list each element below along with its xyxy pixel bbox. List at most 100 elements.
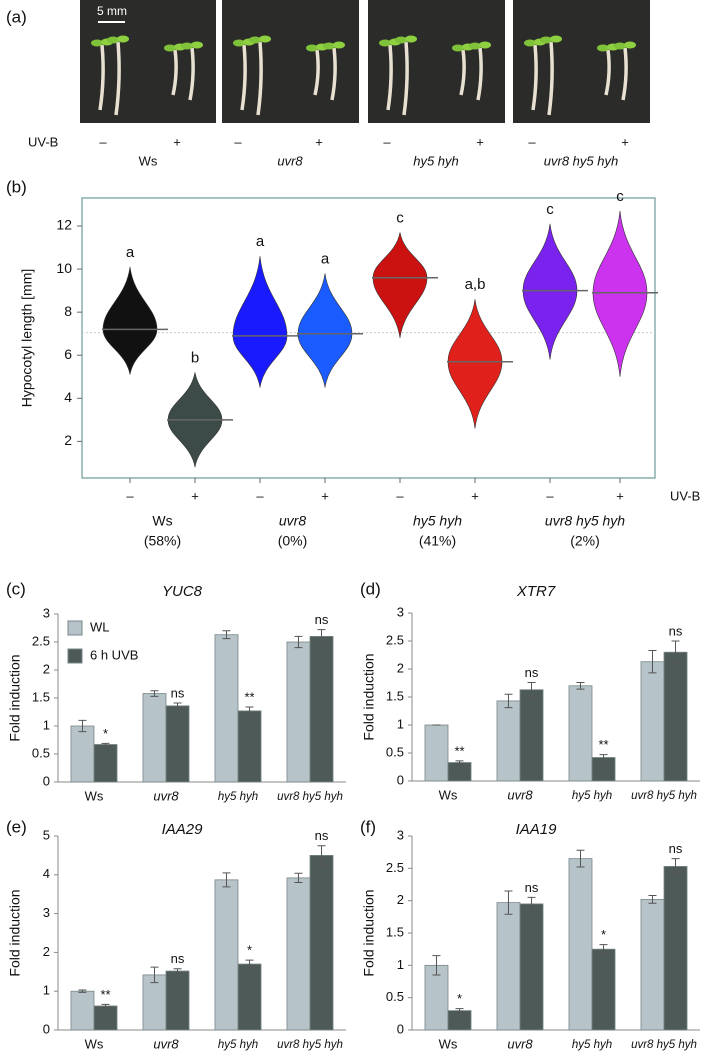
cotyledon bbox=[452, 44, 464, 52]
genotype-label: uvr8 hy5 hyh bbox=[544, 153, 618, 168]
violin bbox=[232, 256, 288, 388]
significance-label: ** bbox=[244, 689, 254, 704]
cotyledon bbox=[597, 44, 609, 52]
violin bbox=[102, 266, 158, 375]
panel-label: (d) bbox=[360, 579, 381, 598]
cotyledon bbox=[469, 42, 481, 50]
y-tick-label: 0 bbox=[397, 772, 404, 787]
error-bar bbox=[527, 681, 536, 698]
group-label: uvr8 bbox=[279, 513, 306, 529]
error-bar bbox=[245, 959, 254, 969]
y-tick-label: 0.5 bbox=[32, 745, 50, 760]
y-tick-label: 1 bbox=[397, 716, 404, 731]
error-bar bbox=[504, 890, 513, 915]
group-note: (0%) bbox=[278, 533, 308, 549]
x-tick-label: uvr8 bbox=[153, 788, 179, 803]
group-label: uvr8 hy5 hyh bbox=[545, 513, 625, 529]
significance-label: ns bbox=[171, 685, 185, 700]
bar bbox=[237, 710, 262, 783]
error-bar bbox=[504, 693, 513, 709]
x-tick-label: uvr8 hy5 hyh bbox=[631, 790, 697, 802]
seedling bbox=[476, 47, 483, 101]
bar bbox=[640, 898, 665, 1031]
cotyledon bbox=[233, 39, 245, 47]
y-tick-label: 1 bbox=[43, 983, 50, 998]
cotyledon bbox=[107, 36, 119, 44]
violin bbox=[447, 299, 503, 429]
y-tick-label: 1 bbox=[43, 717, 50, 732]
significance-label: ns bbox=[669, 623, 683, 638]
chart-title: XTR7 bbox=[516, 583, 556, 600]
y-tick-label: 0.5 bbox=[386, 989, 404, 1004]
panel-label: (c) bbox=[6, 579, 26, 598]
cotyledon bbox=[91, 39, 103, 47]
bar bbox=[214, 879, 239, 1031]
error-bar bbox=[648, 650, 657, 674]
seedling bbox=[240, 44, 247, 111]
significance-label: ns bbox=[669, 841, 683, 856]
significance-label: ** bbox=[454, 743, 464, 758]
error-bar bbox=[455, 760, 464, 765]
cotyledon bbox=[164, 44, 176, 52]
error-bar bbox=[576, 849, 585, 868]
cotyledon bbox=[191, 41, 203, 49]
bar bbox=[663, 651, 688, 782]
y-tick-label: 8 bbox=[64, 303, 72, 319]
x-tick-label: – bbox=[546, 488, 554, 503]
error-bar bbox=[648, 894, 657, 904]
error-bar bbox=[150, 690, 159, 697]
y-tick-label: 3 bbox=[397, 604, 404, 619]
y-axis-label: Fold induction bbox=[7, 654, 23, 741]
significance-letter: c bbox=[396, 209, 404, 226]
bar bbox=[591, 948, 616, 1031]
bar bbox=[519, 903, 544, 1031]
bar bbox=[424, 724, 449, 782]
error-bar bbox=[173, 702, 182, 710]
photos bbox=[80, 0, 650, 123]
seedling bbox=[313, 49, 320, 96]
x-axis-label: UV-B bbox=[670, 488, 700, 503]
x-tick-label: – bbox=[396, 488, 404, 503]
cotyledon bbox=[306, 44, 318, 52]
seedling bbox=[188, 47, 195, 101]
significance-label: * bbox=[601, 927, 606, 942]
error-bar bbox=[432, 955, 441, 976]
seedling bbox=[256, 41, 263, 116]
x-tick-label: Ws bbox=[439, 787, 458, 802]
cotyledon bbox=[540, 36, 552, 44]
cotyledon bbox=[550, 35, 562, 43]
cotyledon bbox=[395, 36, 407, 44]
y-axis-label: Hypocotyl length [mm] bbox=[19, 269, 35, 408]
significance-letter: a bbox=[126, 244, 135, 261]
y-tick-label: 3 bbox=[43, 605, 50, 620]
seedling bbox=[547, 41, 554, 116]
y-tick-label: 2.5 bbox=[386, 632, 404, 647]
significance-letter: a,b bbox=[465, 276, 486, 293]
violin bbox=[297, 273, 353, 388]
x-tick-label: hy5 hyh bbox=[218, 791, 258, 803]
treatment-label: + bbox=[173, 134, 181, 149]
y-tick-label: 2 bbox=[64, 432, 72, 448]
bar bbox=[142, 974, 167, 1031]
bar bbox=[70, 725, 95, 783]
error-bar bbox=[671, 858, 680, 875]
bar bbox=[93, 1005, 118, 1031]
group-label: Ws bbox=[152, 513, 172, 529]
chart-title: IAA29 bbox=[162, 821, 204, 838]
legend-label: 6 h UVB bbox=[90, 647, 138, 662]
y-tick-label: 4 bbox=[64, 389, 72, 405]
y-tick-label: 1.5 bbox=[386, 924, 404, 939]
significance-letter: a bbox=[321, 250, 330, 267]
y-tick-label: 2 bbox=[397, 660, 404, 675]
y-axis-label: Fold induction bbox=[361, 889, 377, 976]
error-bar bbox=[317, 629, 326, 644]
x-tick-label: hy5 hyh bbox=[572, 1039, 612, 1051]
chart-title: YUC8 bbox=[162, 583, 203, 600]
seedling bbox=[459, 49, 466, 96]
group-note: (2%) bbox=[570, 533, 600, 549]
bar bbox=[568, 685, 593, 782]
y-axis-label: Fold induction bbox=[7, 889, 23, 976]
significance-letter: b bbox=[191, 349, 199, 366]
cotyledon bbox=[323, 42, 335, 50]
